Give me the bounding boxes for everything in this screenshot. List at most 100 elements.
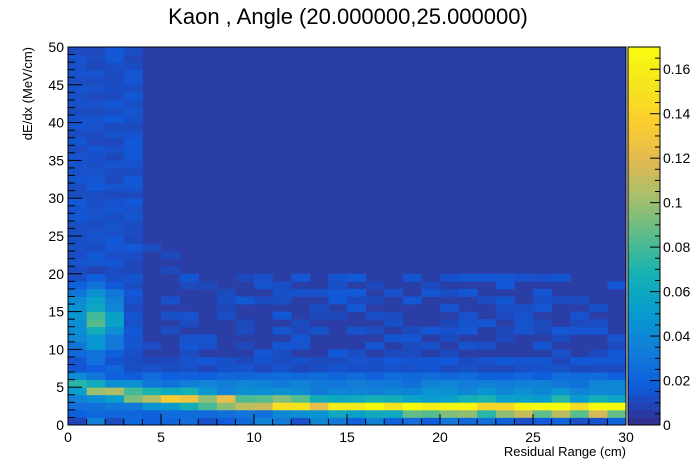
heatmap-cell bbox=[142, 379, 162, 388]
heatmap-cell bbox=[142, 402, 162, 411]
heatmap-cell bbox=[68, 417, 87, 426]
heatmap-cell bbox=[588, 409, 608, 418]
heatmap-cell bbox=[477, 402, 497, 411]
heatmap-cell bbox=[402, 364, 422, 373]
heatmap-cell bbox=[514, 356, 534, 365]
heatmap-cell bbox=[328, 356, 348, 365]
heatmap-cell bbox=[291, 372, 311, 381]
heatmap-cell bbox=[216, 296, 236, 305]
heatmap-cell bbox=[105, 167, 125, 176]
colorbar-segment bbox=[628, 379, 660, 388]
heatmap-cell bbox=[347, 296, 366, 305]
heatmap-cell bbox=[402, 356, 422, 365]
heatmap-cell bbox=[216, 304, 236, 312]
heatmap-cell bbox=[495, 387, 515, 396]
heatmap-cell bbox=[402, 402, 422, 411]
heatmap-cell bbox=[347, 372, 366, 381]
heatmap-cell bbox=[347, 402, 366, 411]
heatmap-cell bbox=[551, 356, 571, 365]
heatmap-cell bbox=[105, 175, 125, 184]
x-tick-label: 0 bbox=[64, 429, 72, 445]
heatmap-cell bbox=[533, 296, 552, 305]
heatmap-cell bbox=[533, 402, 552, 411]
heatmap-cell bbox=[105, 198, 125, 207]
heatmap-cell bbox=[123, 394, 143, 403]
heatmap-cell bbox=[458, 288, 478, 297]
y-tick-label: 10 bbox=[48, 341, 64, 357]
heatmap-cell bbox=[123, 115, 143, 123]
heatmap-cell bbox=[123, 62, 143, 71]
heatmap-cell bbox=[68, 183, 87, 192]
heatmap-cell bbox=[105, 402, 125, 411]
heatmap-cell bbox=[477, 273, 497, 282]
heatmap-cell bbox=[86, 54, 106, 63]
heatmap-cell bbox=[68, 258, 87, 267]
heatmap-cell bbox=[235, 372, 255, 381]
heatmap-cell bbox=[384, 402, 404, 411]
heatmap-cell bbox=[86, 243, 106, 252]
heatmap-cell bbox=[514, 319, 534, 328]
heatmap-cell bbox=[142, 364, 162, 373]
y-tick-label: 40 bbox=[48, 115, 64, 131]
heatmap-cell bbox=[384, 417, 404, 426]
heatmap-cell bbox=[105, 77, 125, 86]
heatmap-cell bbox=[384, 288, 404, 297]
heatmap-cell bbox=[291, 402, 311, 411]
colorbar-segment bbox=[628, 137, 660, 146]
heatmap-cell bbox=[309, 364, 329, 373]
heatmap-cell bbox=[105, 311, 125, 320]
x-tick-label: 20 bbox=[432, 429, 448, 445]
heatmap-cell bbox=[86, 334, 106, 343]
heatmap-cell bbox=[421, 288, 441, 297]
heatmap-cell bbox=[105, 213, 125, 222]
heatmap-cell bbox=[123, 349, 143, 358]
colorbar-segment bbox=[628, 167, 660, 177]
heatmap-cell bbox=[309, 417, 329, 426]
heatmap-cell bbox=[347, 356, 366, 365]
heatmap-cell bbox=[68, 311, 87, 320]
heatmap-cell bbox=[86, 364, 106, 373]
heatmap-cell bbox=[123, 356, 143, 365]
heatmap-cell bbox=[272, 379, 292, 388]
chart-title: Kaon , Angle (20.000000,25.000000) bbox=[168, 4, 528, 29]
heatmap-cell bbox=[291, 387, 311, 396]
heatmap-cell bbox=[607, 364, 627, 373]
heatmap-cell bbox=[123, 84, 143, 93]
colorbar-segment bbox=[628, 84, 660, 93]
colorbar-segment bbox=[628, 213, 660, 222]
colorbar-segment bbox=[628, 402, 660, 411]
heatmap-cell bbox=[588, 394, 608, 403]
heatmap-cell bbox=[68, 288, 87, 297]
heatmap-cell bbox=[68, 115, 87, 123]
heatmap-cell bbox=[365, 394, 385, 403]
heatmap-cell bbox=[161, 296, 180, 305]
heatmap-cell bbox=[458, 311, 478, 320]
colorbar-segment bbox=[628, 160, 660, 169]
heatmap-cell bbox=[105, 417, 125, 426]
heatmap-cell bbox=[86, 122, 106, 131]
heatmap-cell bbox=[384, 364, 404, 373]
heatmap-cell bbox=[495, 364, 515, 373]
heatmap-cell bbox=[440, 304, 459, 312]
heatmap-cell bbox=[421, 402, 441, 411]
heatmap-cell bbox=[328, 281, 348, 290]
heatmap-cell bbox=[495, 409, 515, 418]
colorbar-segment bbox=[628, 205, 660, 214]
heatmap-cell bbox=[179, 311, 199, 320]
heatmap-cell bbox=[216, 409, 236, 418]
heatmap-cell bbox=[495, 304, 515, 312]
heatmap-cell bbox=[123, 220, 143, 229]
heatmap-cell bbox=[86, 175, 106, 184]
heatmap-cell bbox=[86, 251, 106, 260]
heatmap-cell bbox=[254, 349, 273, 358]
heatmap-cell bbox=[440, 334, 459, 343]
colorbar-segment bbox=[628, 122, 660, 131]
heatmap-cell bbox=[272, 288, 292, 297]
heatmap-cell bbox=[86, 402, 106, 411]
heatmap-cell bbox=[421, 417, 441, 426]
heatmap-cell bbox=[68, 356, 87, 365]
heatmap-cell bbox=[570, 364, 590, 373]
heatmap-cell bbox=[68, 92, 87, 101]
heatmap-cell bbox=[68, 334, 87, 343]
heatmap-cell bbox=[68, 402, 87, 411]
